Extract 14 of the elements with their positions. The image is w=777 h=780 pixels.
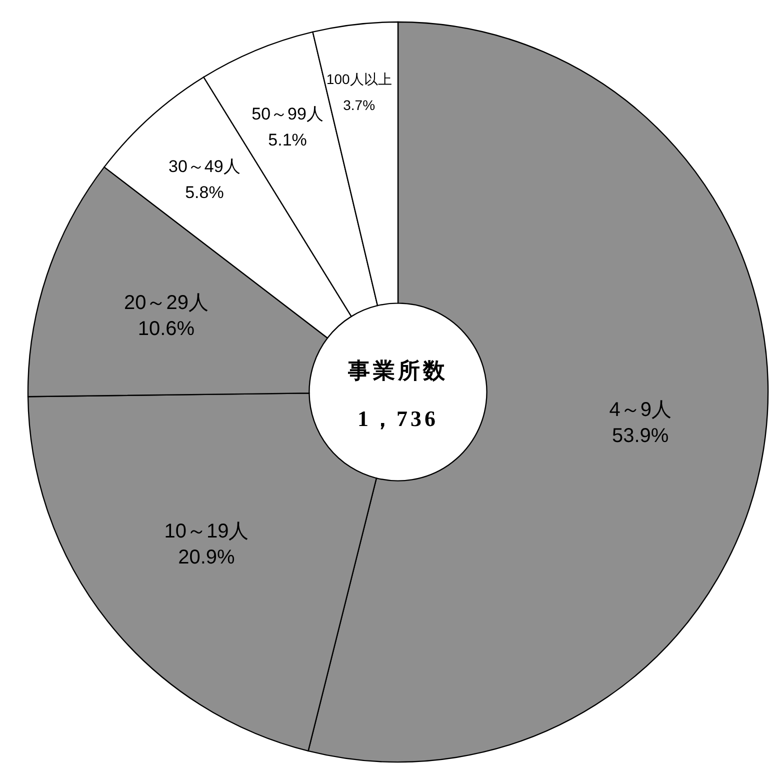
data-label: 3.7% — [343, 96, 376, 113]
slice-label: 4～9人 — [609, 398, 672, 421]
data-label: 5.8% — [185, 182, 224, 202]
data-label: 53.9% — [612, 424, 669, 447]
slice-label: 20～29人 — [124, 292, 208, 314]
data-label: 20.9% — [178, 546, 236, 568]
slice-label: 100人以上 — [326, 70, 392, 87]
text: 1，736 — [358, 406, 438, 431]
data-label: 5.1% — [268, 130, 307, 150]
slice-label: 50～99人 — [252, 104, 324, 124]
slice-label: 10～19人 — [164, 520, 249, 542]
slice-label: 30～49人 — [168, 156, 240, 176]
data-label: 10.6% — [138, 318, 195, 340]
text: 事業所数 — [347, 358, 448, 383]
